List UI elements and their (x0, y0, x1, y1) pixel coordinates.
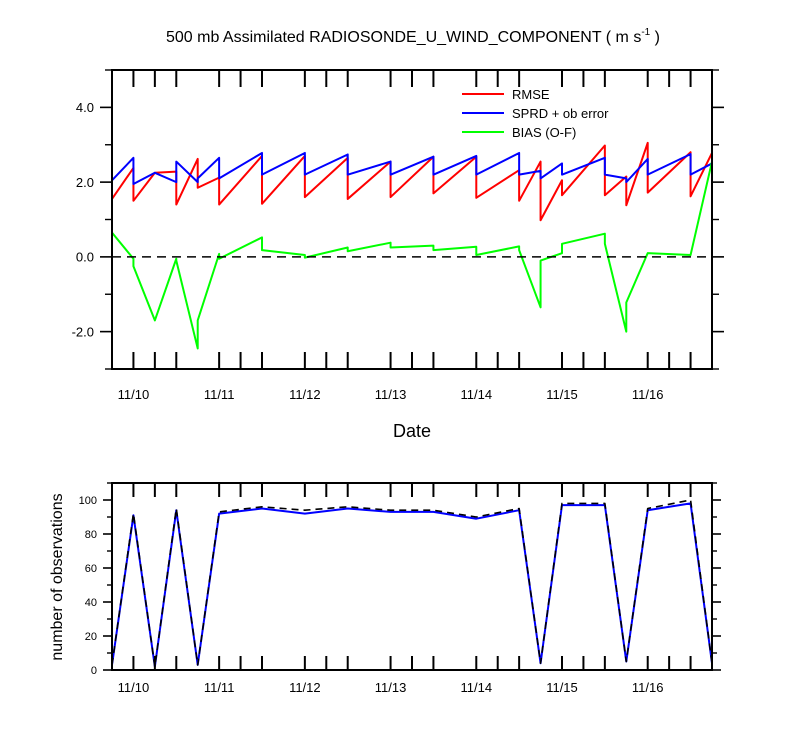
chart-title-exponent: -1 (641, 27, 650, 38)
bottom-y-axis-label: number of observations (49, 493, 66, 660)
top-x-tick-label: 11/12 (289, 387, 321, 402)
bottom-x-tick-label: 11/13 (375, 680, 407, 695)
top-plot-frame (111, 69, 713, 370)
top-y-tick-label: -2.0 (72, 324, 94, 339)
top-y-tick-label: 0.0 (76, 250, 94, 265)
bottom-plot-area: 11/10 11/11 11/12 11/13 11/14 11/15 11/16 0 20 40… (79, 482, 721, 695)
bottom-y-tick-label: 60 (85, 563, 97, 575)
bottom-x-tick-label: 11/15 (546, 680, 578, 695)
chart-title-close: ) (650, 29, 660, 46)
chart-title: 500 mb Assimilated RADIOSONDE_U_WIND_COM… (166, 27, 660, 46)
top-legend: RMSE SPRD + ob error BIAS (O-F) (462, 87, 609, 140)
top-x-tick-label: 11/11 (204, 387, 235, 402)
bottom-x-tick-label: 11/16 (632, 680, 664, 695)
top-y-tick-label: 2.0 (76, 175, 94, 190)
top-x-tick-label: 11/13 (375, 387, 407, 402)
bottom-y-tick-label: 40 (85, 597, 97, 609)
top-x-tick-label: 11/15 (546, 387, 578, 402)
top-legend-label: RMSE (512, 87, 550, 102)
top-legend-label: BIAS (O-F) (512, 125, 576, 140)
top-series-line-bias-o-f (111, 161, 713, 350)
bottom-y-tick-label: 0 (91, 665, 97, 677)
bottom-x-tick-label: 11/11 (204, 680, 235, 695)
top-x-axis-label: Date (393, 421, 431, 441)
top-y-tick-label: 4.0 (76, 100, 94, 115)
top-series-line-sprd-ob-error (111, 151, 713, 185)
top-series-line-rmse (111, 141, 713, 222)
bottom-x-tick-label: 11/12 (289, 680, 321, 695)
top-x-tick-label: 11/14 (460, 387, 492, 402)
chart-title-main: 500 mb Assimilated RADIOSONDE_U_WIND_COM… (166, 29, 641, 46)
top-legend-label: SPRD + ob error (512, 106, 609, 121)
bottom-series-line-total (111, 499, 713, 668)
top-x-tick-label: 11/16 (632, 387, 664, 402)
bottom-y-tick-label: 80 (85, 529, 97, 541)
bottom-x-tick-label: 11/14 (460, 680, 492, 695)
bottom-y-tick-label: 100 (79, 495, 97, 507)
bottom-series-line-assimilated (111, 502, 713, 668)
top-plot-area: 11/10 11/11 11/12 11/13 11/14 11/15 11/16 -2.0 0… (72, 69, 724, 402)
top-x-tick-label: 11/10 (118, 387, 150, 402)
bottom-x-tick-label: 11/10 (118, 680, 150, 695)
bottom-y-tick-label: 20 (85, 631, 97, 643)
